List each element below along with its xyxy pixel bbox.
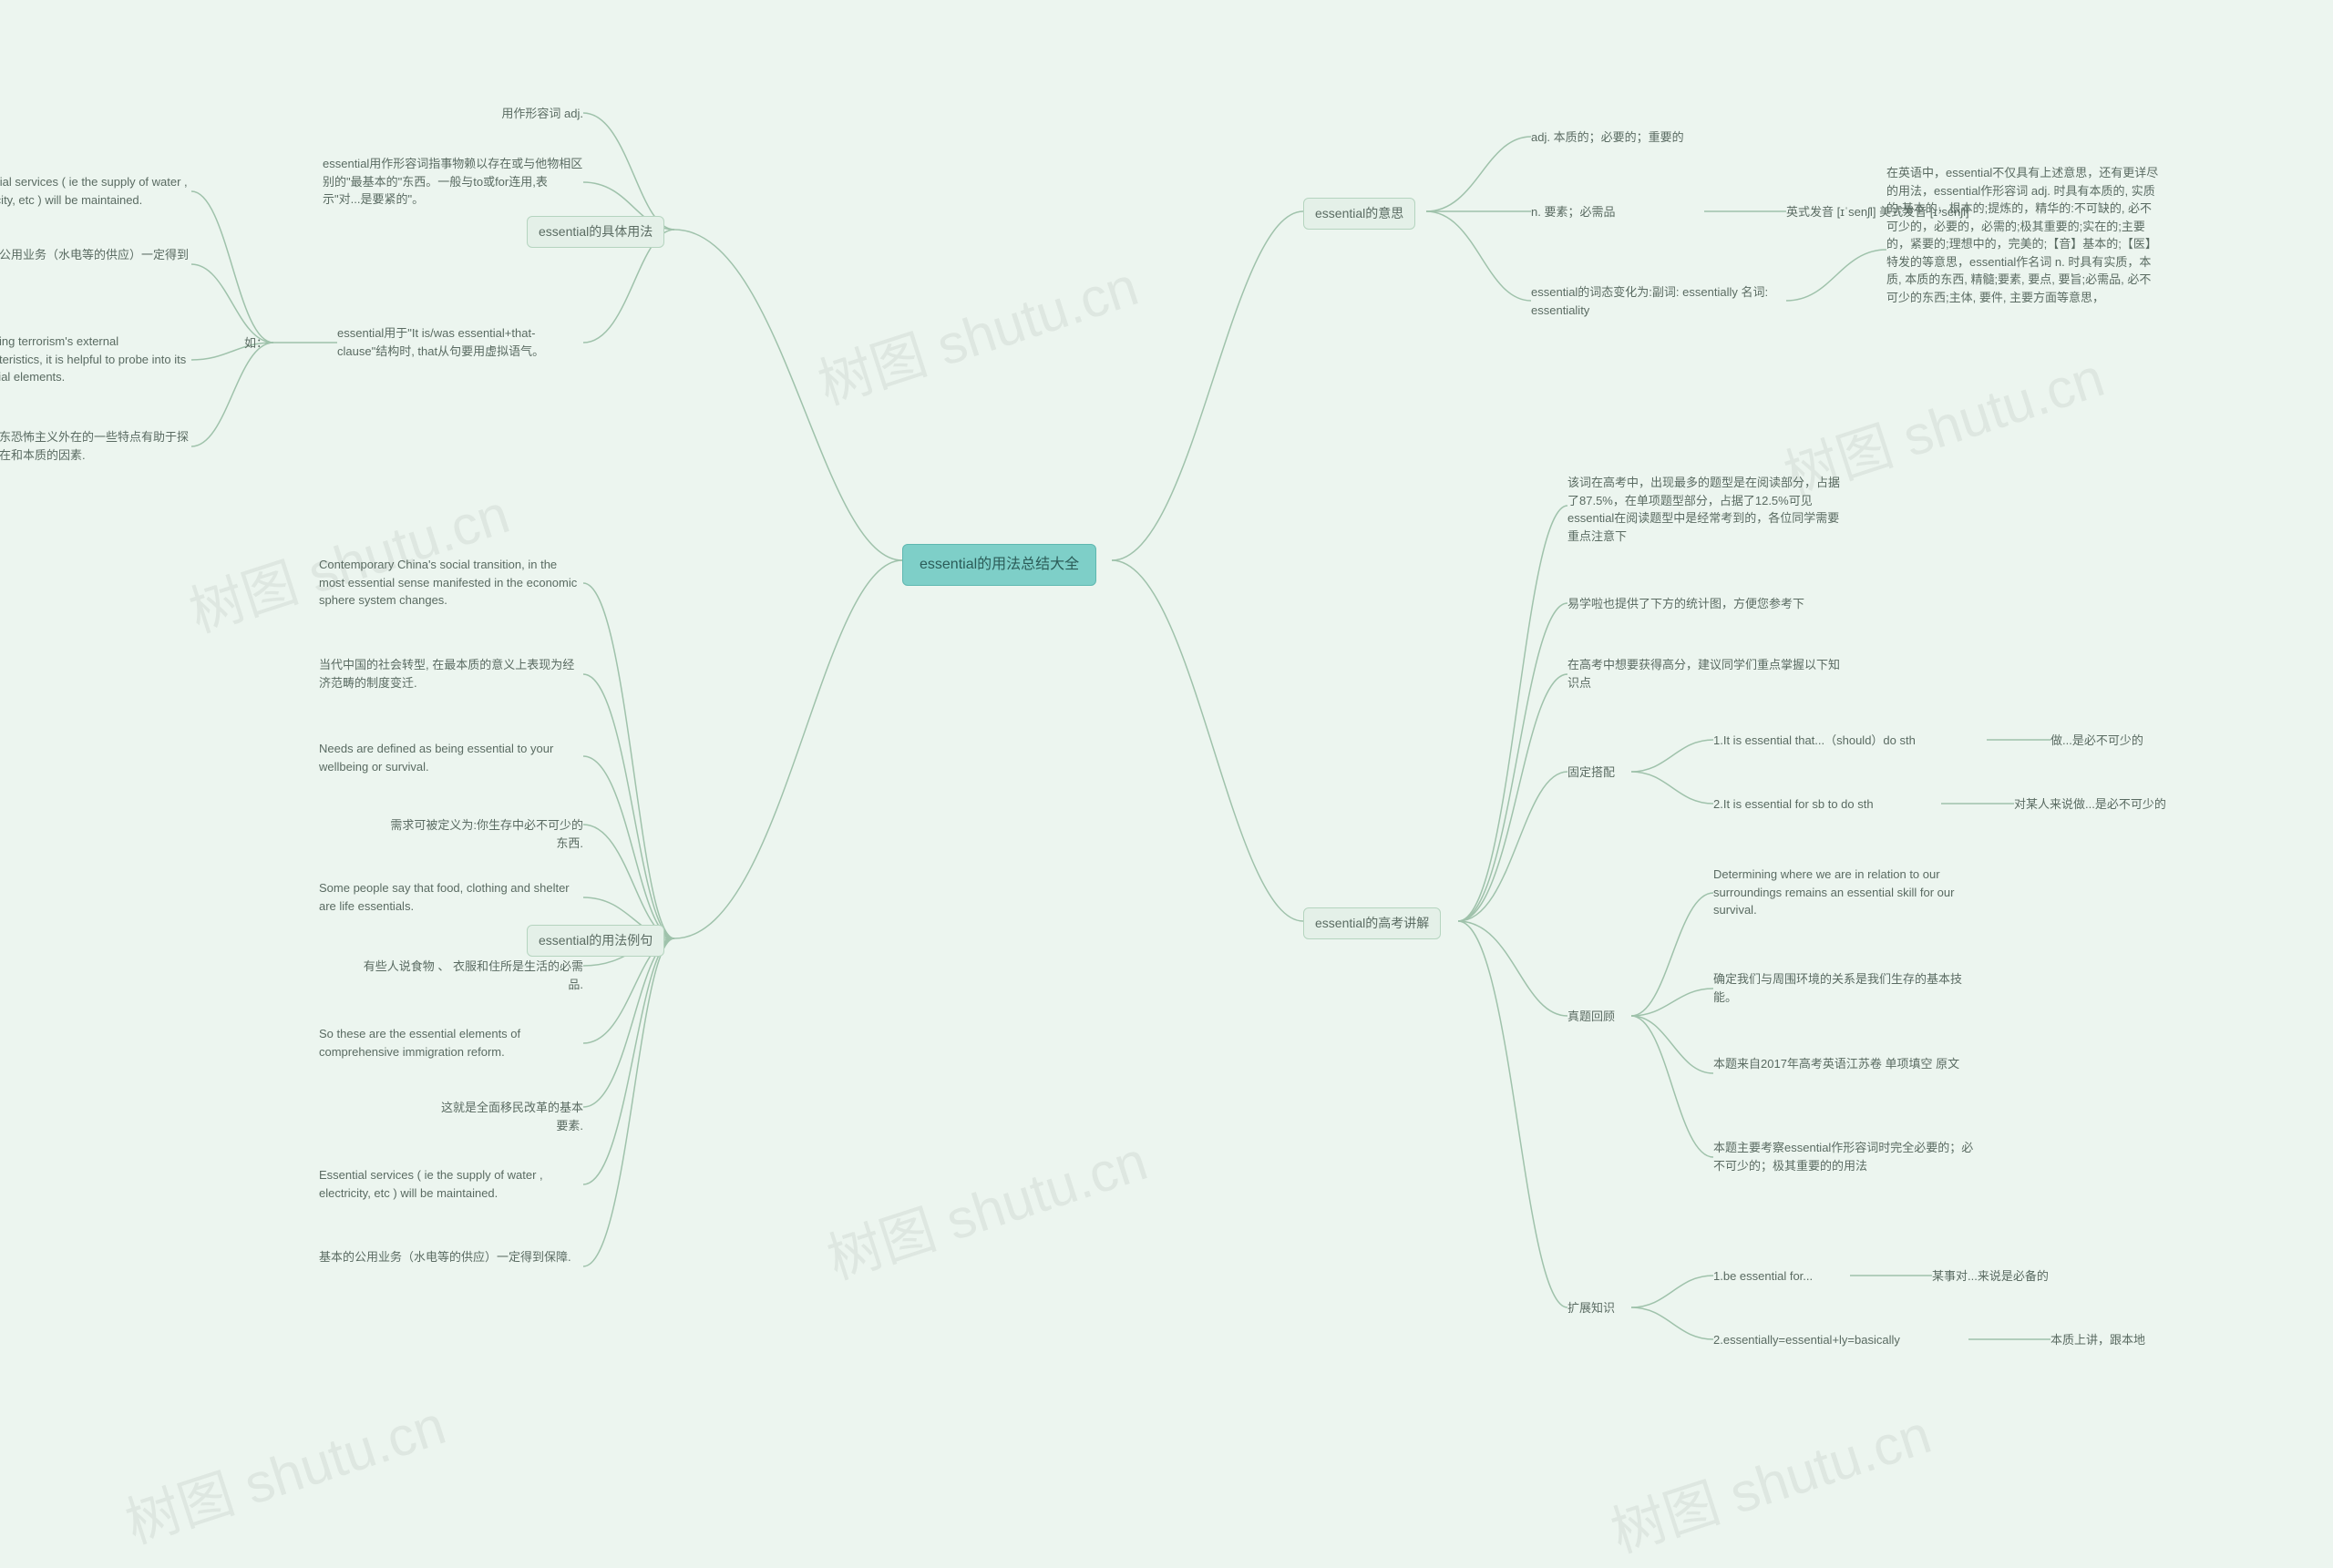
label-extend: 扩展知识 [1567, 1299, 1615, 1317]
label-collocation: 固定搭配 [1567, 764, 1615, 782]
leaf-ext-0d: 某事对...来说是必备的 [1932, 1267, 2049, 1286]
leaf-gk-intro-0: 该词在高考中，出现最多的题型是在阅读部分，占据了87.5%，在单项题型部分，占据… [1567, 474, 1841, 545]
leaf-usage-0: 用作形容词 adj. [437, 105, 583, 123]
leaf-rev-3: 本题主要考察essential作形容词时完全必要的；必不可少的；极其重要的的用法 [1713, 1139, 1978, 1174]
leaf-ext-1t: 2.essentially=essential+ly=basically [1713, 1331, 1900, 1349]
leaf-meaning-morph: essential的词态变化为:副词: essentially 名词: esse… [1531, 283, 1786, 319]
label-review: 真题回顾 [1567, 1008, 1615, 1026]
watermark: 树图 shutu.cn [807, 242, 1146, 420]
leaf-sent-6: So these are the essential elements of c… [319, 1025, 583, 1061]
branch-meaning: essential的意思 [1303, 198, 1415, 230]
leaf-ex-3: 分析中东恐怖主义外在的一些特点有助于探究其内在和本质的因素. [0, 428, 191, 464]
leaf-usage-2: essential用于"It is/was essential+that-cla… [337, 324, 583, 360]
leaf-coll-1d: 对某人来说做...是必不可少的 [2014, 795, 2166, 814]
leaf-gk-intro-2: 在高考中想要获得高分，建议同学们重点掌握以下知识点 [1567, 656, 1841, 692]
leaf-sent-5: 有些人说食物 、 衣服和住所是生活的必需品. [359, 958, 583, 993]
leaf-coll-0t: 1.It is essential that...（should）do sth [1713, 732, 1916, 750]
leaf-meaning-noun: n. 要素；必需品 [1531, 203, 1615, 221]
branch-gaokao: essential的高考讲解 [1303, 907, 1441, 939]
leaf-sent-7: 这就是全面移民改革的基本要素. [437, 1099, 583, 1134]
watermark: 树图 shutu.cn [816, 1117, 1156, 1295]
leaf-sent-4: Some people say that food, clothing and … [319, 879, 583, 915]
leaf-ex-2: Analyzing terrorism's external character… [0, 333, 191, 386]
leaf-usage-1: essential用作形容词指事物赖以存在或与他物相区别的"最基本的"东西。一般… [323, 155, 583, 209]
leaf-sent-1: 当代中国的社会转型, 在最本质的意义上表现为经济范畴的制度变迁. [319, 656, 583, 692]
leaf-meaning-adj: adj. 本质的；必要的；重要的 [1531, 128, 1684, 147]
leaf-sent-2: Needs are defined as being essential to … [319, 740, 583, 775]
branch-usage: essential的具体用法 [527, 216, 664, 248]
leaf-ext-0t: 1.be essential for... [1713, 1267, 1813, 1286]
leaf-sent-9: 基本的公用业务（水电等的供应）一定得到保障. [319, 1248, 583, 1266]
leaf-meaning-detail: 在英语中，essential不仅具有上述意思，还有更详尽的用法，essentia… [1886, 164, 2160, 306]
label-examples: 如： [244, 334, 268, 353]
leaf-sent-3: 需求可被定义为:你生存中必不可少的东西. [390, 816, 583, 852]
leaf-coll-1t: 2.It is essential for sb to do sth [1713, 795, 1874, 814]
watermark: 树图 shutu.cn [1599, 1390, 1939, 1568]
leaf-coll-0d: 做...是必不可少的 [2050, 732, 2143, 750]
leaf-rev-2: 本题来自2017年高考英语江苏卷 单项填空 原文 [1713, 1055, 1978, 1073]
leaf-ex-0: Essential services ( ie the supply of wa… [0, 173, 191, 209]
leaf-sent-8: Essential services ( ie the supply of wa… [319, 1166, 583, 1202]
leaf-sent-0: Contemporary China's social transition, … [319, 556, 583, 610]
leaf-ext-1d: 本质上讲，跟本地 [2050, 1331, 2145, 1349]
leaf-ex-1: 基本的公用业务（水电等的供应）一定得到保障. [0, 246, 191, 282]
leaf-rev-0: Determining where we are in relation to … [1713, 866, 1968, 919]
watermark: 树图 shutu.cn [114, 1381, 454, 1559]
branch-sentences: essential的用法例句 [527, 925, 664, 957]
root-node: essential的用法总结大全 [902, 544, 1096, 586]
leaf-rev-1: 确定我们与周围环境的关系是我们生存的基本技能。 [1713, 970, 1978, 1006]
leaf-gk-intro-1: 易学啦也提供了下方的统计图，方便您参考下 [1567, 595, 1841, 613]
